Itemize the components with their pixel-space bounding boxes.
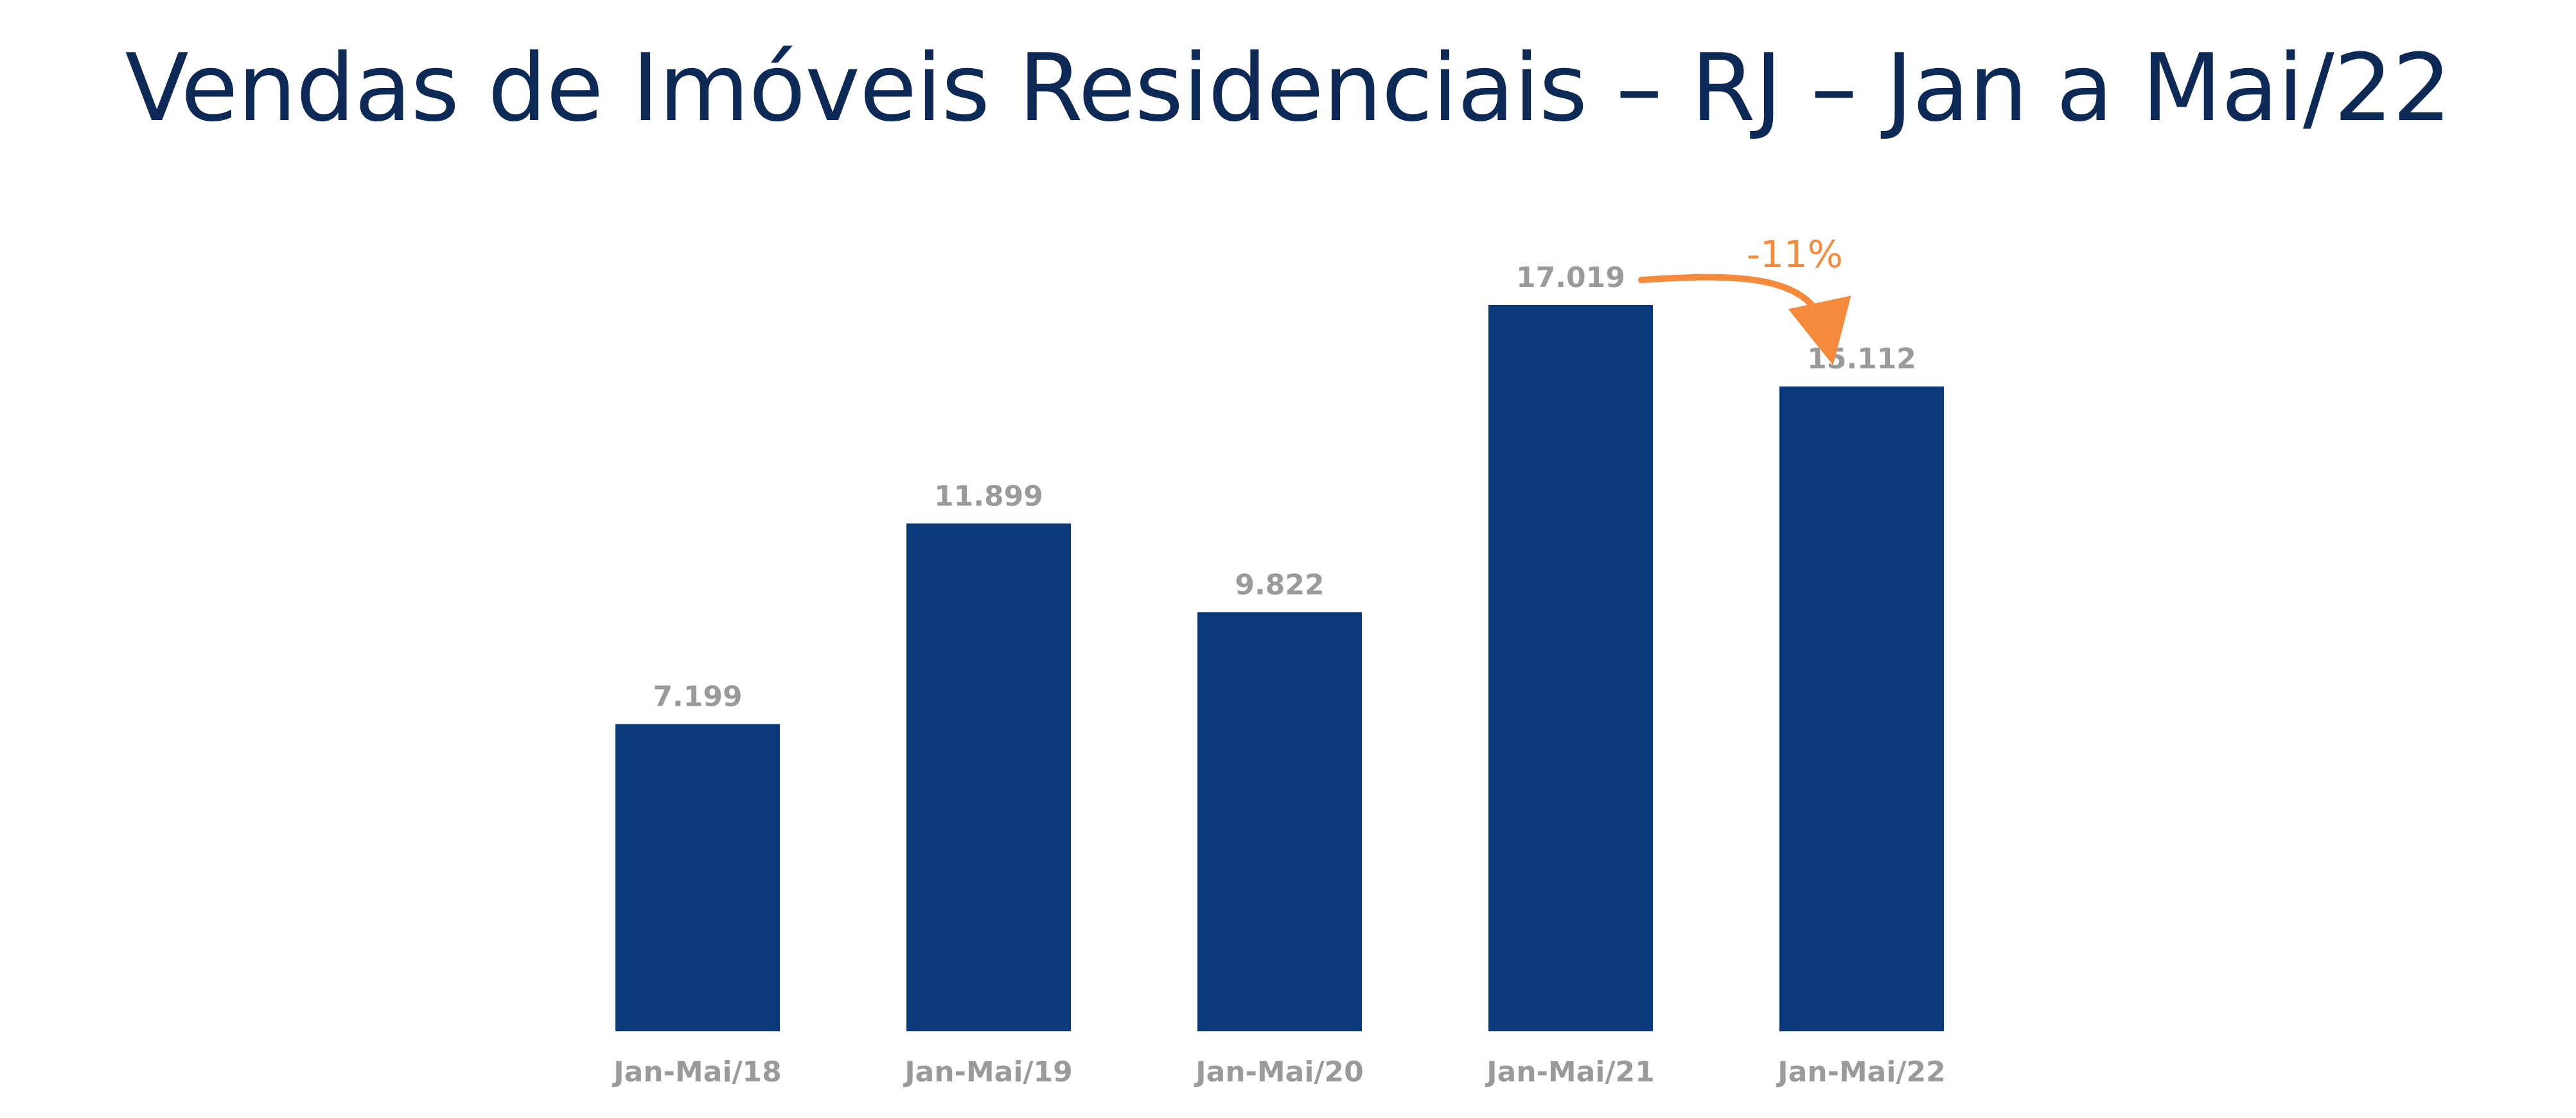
value-label: 15.112 <box>1807 343 1916 376</box>
bar-jan-mai-18 <box>615 724 780 1031</box>
bar-jan-mai-20 <box>1197 612 1362 1031</box>
bar-jan-mai-19 <box>906 523 1071 1031</box>
category-label: Jan-Mai/21 <box>1485 1056 1655 1088</box>
change-arrow <box>1638 274 1851 365</box>
value-label: 11.899 <box>934 480 1043 512</box>
value-label: 9.822 <box>1235 568 1324 601</box>
change-annotation-label: -11% <box>1747 232 1843 276</box>
category-label: Jan-Mai/18 <box>612 1056 782 1088</box>
value-label: 7.199 <box>653 681 742 713</box>
bar-jan-mai-21 <box>1488 305 1653 1031</box>
value-label: 17.019 <box>1516 261 1625 294</box>
bar-jan-mai-22 <box>1779 386 1944 1031</box>
category-label: Jan-Mai/20 <box>1194 1056 1364 1088</box>
chart-title: Vendas de Imóveis Residenciais – RJ – Ja… <box>125 34 2452 143</box>
category-label: Jan-Mai/22 <box>1776 1056 1946 1088</box>
category-label: Jan-Mai/19 <box>903 1056 1073 1088</box>
